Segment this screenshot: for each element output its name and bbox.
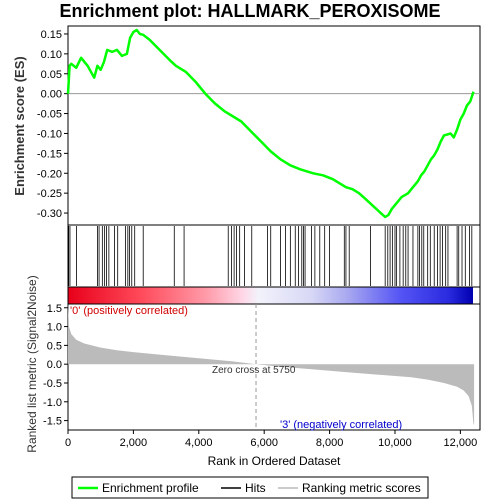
metric-y-tick-label: 0.5 [47,340,62,352]
es-y-tick-label: -0.20 [37,168,62,180]
metric-x-tick-label: 2,000 [120,437,148,449]
rank-gradient-bar [67,286,481,305]
metric-y-tick-label: -1.0 [43,397,62,409]
metric-x-tick-label: 12,000 [444,437,478,449]
hits-panel [67,224,481,288]
metric-x-tick-label: 10,000 [378,437,412,449]
metric-x-axis: 0 2,000 4,000 6,000 8,000 10,000 12,000 [65,430,477,449]
metric-y-tick-label: -0.5 [43,378,62,390]
legend-metric-label: Ranking metric scores [302,481,421,495]
legend-frame [71,476,429,499]
metric-y-tick-label: -1.5 [43,416,62,428]
legend-hits-label: Hits [245,481,266,495]
es-y-tick-label: -0.10 [37,128,62,140]
zero-cross-label: Zero cross at 5750 [212,365,296,376]
hits-marks [68,226,473,286]
metric-y-axis: 1.5 1.0 0.5 0.0 -0.5 -1.0 -1.5 [43,303,68,428]
legend-es-label: Enrichment profile [102,481,199,495]
metric-x-tick-label: 0 [65,437,71,449]
metric-y-tick-label: 1.5 [47,303,62,315]
es-y-tick-label: -0.30 [37,208,62,220]
metric-y-tick-label: 0.0 [47,359,62,371]
rank-gradient [68,287,473,304]
metric-panel: 1.5 1.0 0.5 0.0 -0.5 -1.0 -1.5 0 2,000 4,000 6,00… [25,275,481,468]
es-y-tick-label: 0.00 [41,89,62,101]
metric-y-label: Ranked list metric (Signal2Noise) [25,275,39,452]
es-y-tick-label: -0.05 [37,109,62,121]
metric-x-tick-label: 8,000 [316,437,344,449]
legend: Enrichment profile Hits Ranking metric s… [71,476,429,499]
es-y-label: Enrichment score (ES) [12,56,27,195]
es-y-tick-label: -0.15 [37,148,62,160]
metric-x-label: Rank in Ordered Dataset [208,454,341,468]
metric-x-tick-label: 4,000 [185,437,213,449]
es-profile-line [66,28,475,219]
hits-panel-frame [67,224,481,288]
es-panel-frame [67,25,481,226]
metric-x-tick-label: 6,000 [250,437,278,449]
negative-correlation-label: '3' (negatively correlated) [280,419,402,431]
metric-area [68,303,475,425]
es-y-tick-label: -0.25 [37,188,62,200]
es-y-tick-label: 0.05 [41,69,62,81]
es-y-axis: 0.15 0.10 0.05 0.00 -0.05 -0.10 -0.15 -0.20 -0.2… [37,29,68,220]
es-y-tick-label: 0.10 [41,49,62,61]
es-y-tick-label: 0.15 [41,29,62,41]
es-panel: 0.15 0.10 0.05 0.00 -0.05 -0.10 -0.15 -0.20 -0.2… [12,25,481,226]
positive-correlation-label: '0' (positively correlated) [70,305,188,317]
chart-title: Enrichment plot: HALLMARK_PEROXISOME [59,1,440,21]
metric-y-tick-label: 1.0 [47,322,62,334]
